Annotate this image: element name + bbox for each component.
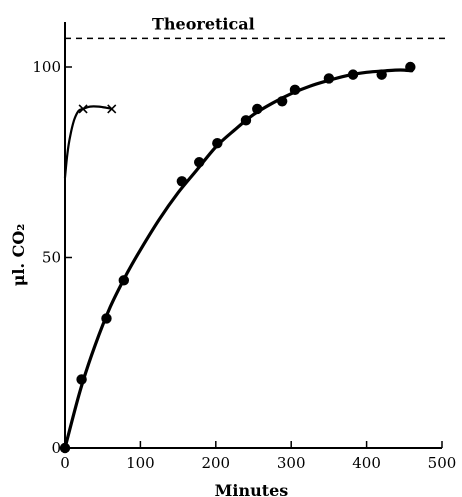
x-tick-label: 0	[60, 454, 70, 472]
x-tick-label: 400	[352, 454, 381, 472]
curves	[63, 37, 446, 450]
series-1-curve	[63, 68, 414, 450]
data-point	[289, 84, 301, 96]
theoretical-label: Theoretical	[152, 14, 255, 33]
y-tick-label: 100	[32, 58, 61, 76]
y-tick-label: 50	[42, 249, 61, 267]
series-2-curve	[63, 105, 113, 179]
marks	[59, 61, 416, 454]
data-point	[176, 176, 188, 187]
x-tick-label: 200	[201, 454, 230, 472]
x-tick-label: 500	[428, 454, 457, 472]
axes	[64, 22, 443, 449]
labels: Theoretical Minutes μl. CO₂ 0 100 200 300 40…	[9, 14, 456, 497]
y-tick-label: 0	[51, 439, 61, 457]
y-axis-title: μl. CO₂	[9, 224, 28, 287]
x-tick-label: 300	[277, 454, 306, 472]
data-point	[101, 313, 112, 324]
x-tick-label: 100	[126, 454, 155, 472]
data-point	[276, 96, 288, 107]
data-point	[376, 69, 387, 80]
data-point	[212, 138, 223, 149]
data-point	[347, 69, 359, 80]
data-point	[240, 115, 252, 126]
cross-point	[78, 104, 88, 114]
data-point	[76, 374, 87, 385]
x-axis-title: Minutes	[215, 481, 289, 497]
cross-point	[107, 104, 117, 114]
data-point	[323, 73, 335, 84]
data-point	[118, 275, 130, 286]
data-point	[405, 61, 416, 73]
data-point	[252, 103, 263, 115]
data-point	[194, 157, 205, 168]
data-point	[59, 442, 71, 454]
